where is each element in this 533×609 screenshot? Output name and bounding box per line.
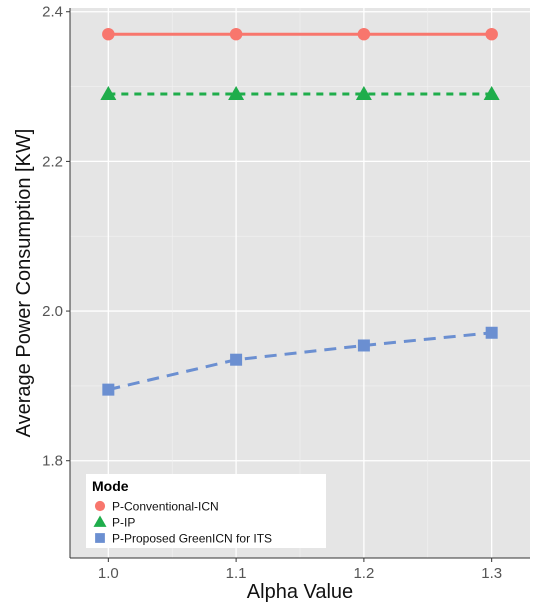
legend-box	[86, 474, 326, 548]
x-tick-label: 1.1	[226, 565, 247, 582]
y-tick-label: 2.0	[42, 303, 63, 320]
series-line-3	[107, 331, 492, 392]
y-tick-label: 1.8	[42, 453, 63, 470]
legend-item: P-Conventional-ICN	[94, 500, 219, 514]
x-tick-label: 1.2	[353, 565, 374, 582]
legend-key-square	[95, 533, 105, 543]
data-point	[357, 339, 370, 352]
series-1	[102, 27, 498, 41]
legend-key-triangle	[93, 515, 107, 527]
data-point	[483, 86, 500, 101]
data-point	[230, 353, 243, 366]
legend-label: P-Conventional-ICN	[112, 500, 219, 514]
series-3	[102, 326, 498, 396]
y-axis-title: Average Power Consumption [KW]	[13, 129, 35, 438]
y-tick-label: 2.2	[42, 153, 63, 170]
x-axis-title: Alpha Value	[247, 581, 353, 603]
series-layer	[100, 27, 500, 396]
x-tick-label: 1.0	[98, 565, 119, 582]
data-point	[229, 27, 243, 41]
data-point	[100, 86, 117, 101]
data-point	[102, 27, 115, 41]
data-point	[485, 27, 498, 41]
data-point	[485, 326, 498, 339]
series-2	[100, 86, 500, 101]
legend-key-circle	[94, 500, 106, 512]
data-point	[228, 86, 245, 101]
legend-label: P-IP	[112, 516, 135, 530]
legend-label: P-Proposed GreenICN for ITS	[112, 532, 272, 546]
y-tick-label: 2.4	[42, 4, 63, 21]
data-point	[357, 27, 371, 41]
data-point	[102, 383, 115, 396]
legend-item: P-Proposed GreenICN for ITS	[95, 532, 272, 546]
legend: Mode P-Conventional-ICN P-IP P-Proposed Gr…	[86, 474, 326, 548]
x-tick-label: 1.3	[481, 565, 502, 582]
legend-items: P-Conventional-ICN P-IP P-Proposed GreenIC…	[93, 500, 272, 546]
legend-title: Mode	[92, 478, 129, 494]
legend-item: P-IP	[93, 515, 135, 530]
axes: 1.8 2.0 2.2 2.4 1.0 1.1 1.2 1.3	[42, 4, 530, 582]
data-point	[355, 86, 372, 101]
